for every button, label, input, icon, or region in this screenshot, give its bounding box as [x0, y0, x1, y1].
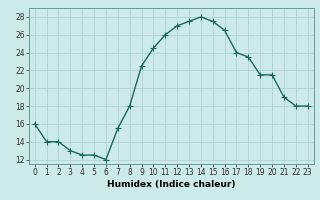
X-axis label: Humidex (Indice chaleur): Humidex (Indice chaleur): [107, 180, 236, 189]
